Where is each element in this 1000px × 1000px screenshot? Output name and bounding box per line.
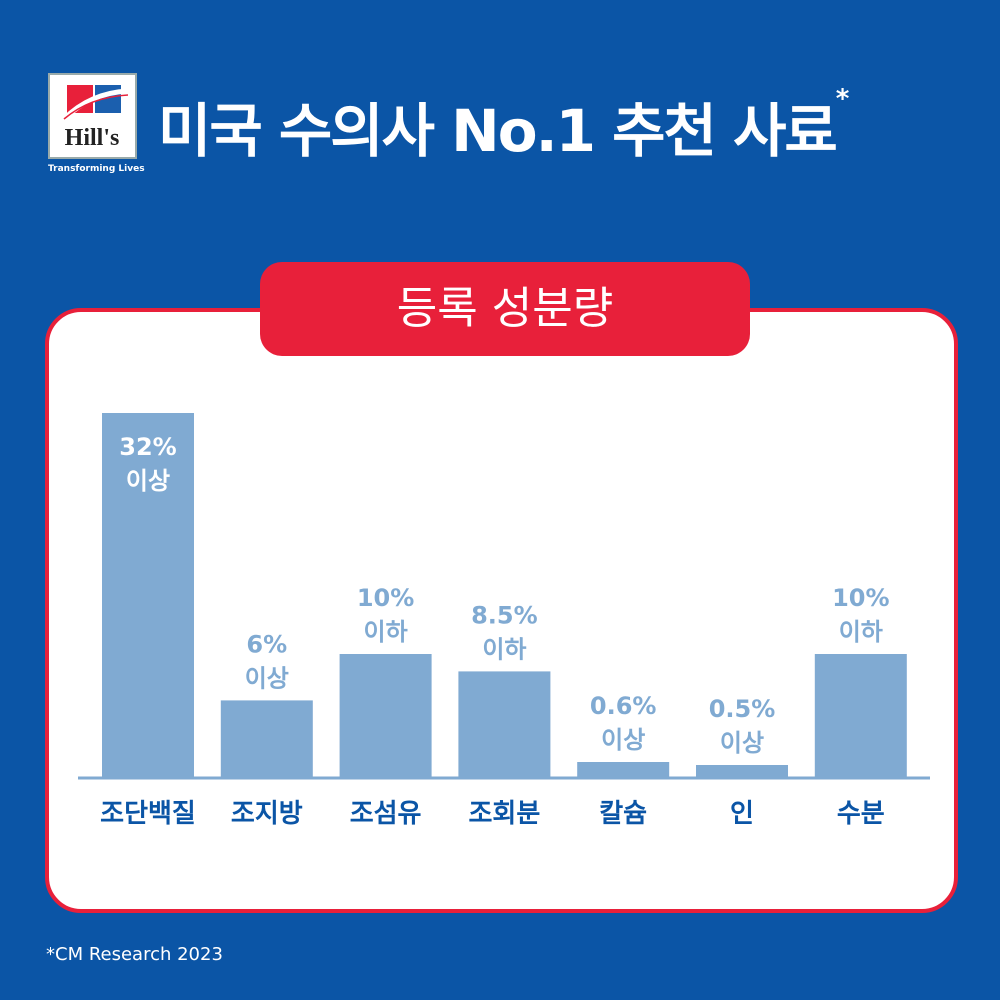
bar [696,765,788,778]
bar [339,654,432,778]
tagline: Transforming Lives [48,164,145,174]
data-label: 이상 [245,664,289,692]
footnote: *CM Research 2023 [46,944,223,965]
title-text: 미국 수의사 No.1 추천 사료 [158,97,838,165]
data-label: 이상 [720,729,764,757]
data-label: 0.5% [709,695,776,723]
category-label: 조회분 [469,799,541,829]
bar [458,671,551,778]
category-label: 조지방 [231,799,303,829]
category-label: 수분 [837,799,885,829]
title-asterisk: * [835,84,850,114]
data-label: 이상 [126,467,170,495]
bar [814,654,907,778]
data-label: 10% [357,584,414,612]
data-label: 이상 [601,726,645,754]
data-label: 6% [246,630,287,658]
category-label: 인 [730,799,754,829]
data-label: 0.6% [590,692,657,720]
data-label: 10% [832,584,889,612]
category-label: 조단백질 [100,799,196,829]
data-label: 이하 [482,635,526,663]
svg-text:Hill's: Hill's [65,125,120,151]
bar [102,413,194,778]
section-badge: 등록 성분량 [260,262,750,356]
data-label: 8.5% [471,601,538,629]
page-title: 미국 수의사 No.1 추천 사료* [158,84,850,168]
category-label: 조섬유 [350,799,422,829]
bar [577,762,670,778]
chart-card [45,308,958,913]
data-label: 32% [119,433,176,461]
hills-logo: Hill's [48,73,137,159]
data-label: 이하 [839,618,883,646]
bar [220,700,313,778]
data-label: 이하 [364,618,408,646]
category-label: 칼슘 [599,799,647,829]
